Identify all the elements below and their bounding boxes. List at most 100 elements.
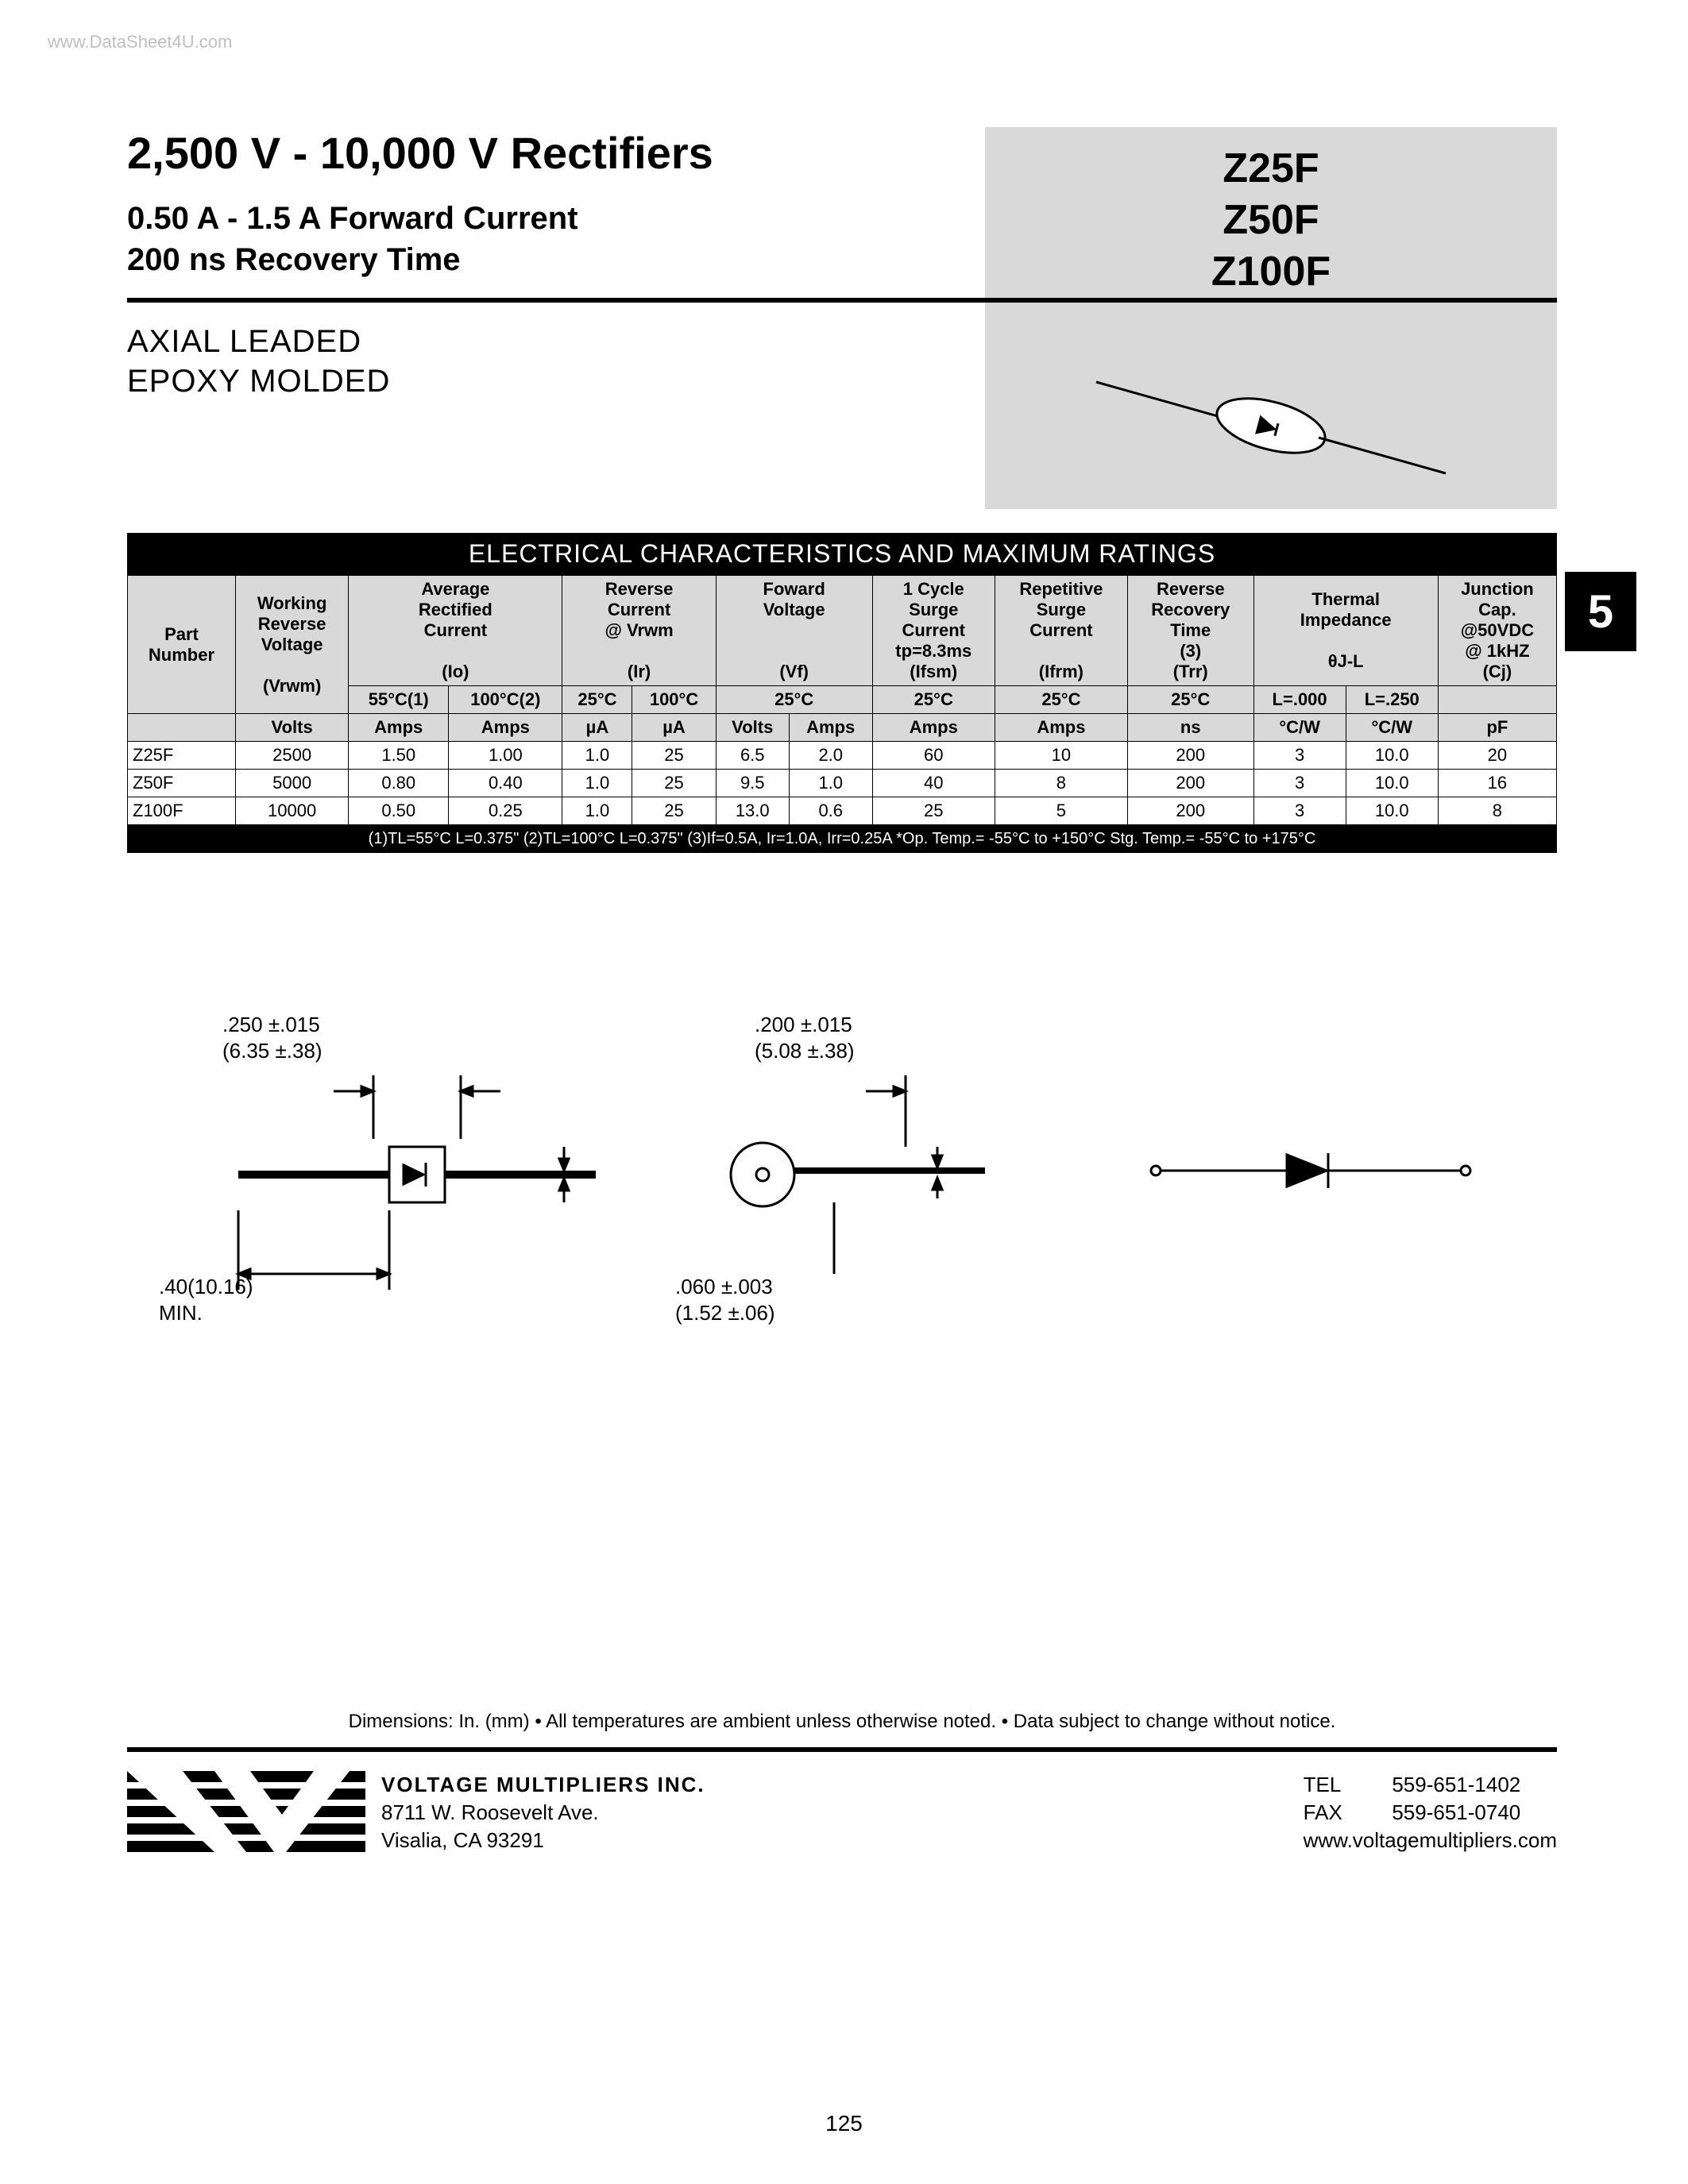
hdr2-ifsm: 25°C	[872, 686, 995, 714]
hdr-cj: Junction Cap. @50VDC @ 1kHZ (Cj)	[1438, 576, 1556, 686]
cell: 0.6	[789, 797, 872, 825]
hdr2-ir1: 25°C	[562, 686, 632, 714]
page-tab: 5	[1565, 572, 1636, 651]
cell: 5000	[235, 770, 348, 797]
cell: 200	[1127, 797, 1253, 825]
cell-part: Z25F	[128, 742, 236, 770]
cell: 2500	[235, 742, 348, 770]
hdr-theta: Thermal Impedance θJ-L	[1253, 576, 1438, 686]
footer-contact: TEL 559-651-1402 FAX 559-651-0740 www.vo…	[1304, 1771, 1557, 1854]
addr-line2: Visalia, CA 93291	[381, 1827, 1304, 1854]
cell: 0.50	[349, 797, 449, 825]
diode-iso-icon	[1080, 334, 1462, 493]
cell: 0.25	[449, 797, 562, 825]
dimension-drawings: .250 ±.015 (6.35 ±.38) .40(10.16) MIN. .…	[127, 1012, 1557, 1488]
cell: 1.50	[349, 742, 449, 770]
cell: 10000	[235, 797, 348, 825]
cell: 3	[1253, 797, 1346, 825]
hdr3-io2: Amps	[449, 714, 562, 742]
footer-address: VOLTAGE MULTIPLIERS INC. 8711 W. Rooseve…	[365, 1771, 1304, 1854]
cell: 25	[872, 797, 995, 825]
dim-4b: (1.52 ±.06)	[675, 1301, 775, 1325]
hdr-ifrm: Repetitive Surge Current (Ifrm)	[995, 576, 1127, 686]
cell: 20	[1438, 742, 1556, 770]
cell: 8	[995, 770, 1127, 797]
hdr3-cj: pF	[1438, 714, 1556, 742]
cell: 0.80	[349, 770, 449, 797]
hdr-part: Part Number	[128, 576, 236, 714]
tel-value: 559-651-1402	[1392, 1773, 1520, 1796]
title-sub-2: 200 ns Recovery Time	[127, 239, 961, 280]
cell: 10	[995, 742, 1127, 770]
dim-3: .200 ±.015 (5.08 ±.38)	[755, 1012, 855, 1063]
hdr-trr: Reverse Recovery Time (3) (Trr)	[1127, 576, 1253, 686]
cell: 16	[1438, 770, 1556, 797]
axial-right	[985, 303, 1557, 509]
hdr2-trr: 25°C	[1127, 686, 1253, 714]
footer: VOLTAGE MULTIPLIERS INC. 8711 W. Rooseve…	[127, 1771, 1557, 1862]
dim-1b: (6.35 ±.38)	[222, 1039, 323, 1063]
watermark-text: www.DataSheet4U.com	[48, 32, 232, 52]
page-number: 125	[0, 2111, 1688, 2136]
hdr3-ir1: µA	[562, 714, 632, 742]
cell: 9.5	[716, 770, 789, 797]
hdr3-vrwm: Volts	[235, 714, 348, 742]
header: 2,500 V - 10,000 V Rectifiers 0.50 A - 1…	[127, 127, 1557, 298]
hdr-vf: Foward Voltage (Vf)	[716, 576, 872, 686]
axial-line1: AXIAL LEADED	[127, 322, 985, 361]
hdr-ifsm: 1 Cycle Surge Current tp=8.3ms (Ifsm)	[872, 576, 995, 686]
part-1: Z50F	[985, 195, 1557, 246]
title-main: 2,500 V - 10,000 V Rectifiers	[127, 127, 961, 179]
hdr2-cj-blank	[1438, 686, 1556, 714]
hdr2-io1: 55°C(1)	[349, 686, 449, 714]
hdr3-blank	[128, 714, 236, 742]
table-row: Z50F 5000 0.80 0.40 1.0 25 9.5 1.0 40 8 …	[128, 770, 1557, 797]
hdr2-ir2: 100°C	[632, 686, 716, 714]
hdr3-ir2: µA	[632, 714, 716, 742]
table-row: Z100F 10000 0.50 0.25 1.0 25 13.0 0.6 25…	[128, 797, 1557, 825]
cell: 1.0	[562, 797, 632, 825]
hdr2-th1: L=.000	[1253, 686, 1346, 714]
header-left: 2,500 V - 10,000 V Rectifiers 0.50 A - 1…	[127, 127, 985, 298]
axial-row: AXIAL LEADED EPOXY MOLDED	[127, 303, 1557, 509]
hdr3-ifrm: Amps	[995, 714, 1127, 742]
table-row: Z25F 2500 1.50 1.00 1.0 25 6.5 2.0 60 10…	[128, 742, 1557, 770]
hdr-vrwm: Working Reverse Voltage (Vrwm)	[235, 576, 348, 714]
cell: 1.0	[562, 770, 632, 797]
cell: 1.0	[562, 742, 632, 770]
cell: 60	[872, 742, 995, 770]
cell: 5	[995, 797, 1127, 825]
hdr-io: Average Rectified Current (Io)	[349, 576, 562, 686]
dim-2b: MIN.	[159, 1301, 203, 1325]
hdr3-vf1: Volts	[716, 714, 789, 742]
web-value: www.voltagemultipliers.com	[1304, 1827, 1557, 1854]
part-2: Z100F	[985, 246, 1557, 298]
cell-part: Z50F	[128, 770, 236, 797]
cell: 10.0	[1346, 742, 1438, 770]
cell: 10.0	[1346, 770, 1438, 797]
page-content: 2,500 V - 10,000 V Rectifiers 0.50 A - 1…	[127, 127, 1557, 1862]
cell: 25	[632, 742, 716, 770]
tel-label: TEL	[1304, 1771, 1375, 1799]
table-title: ELECTRICAL CHARACTERISTICS AND MAXIMUM R…	[127, 533, 1557, 575]
dim-3a: .200 ±.015	[755, 1013, 852, 1036]
dim-1a: .250 ±.015	[222, 1013, 320, 1036]
hdr3-th1: °C/W	[1253, 714, 1346, 742]
vmi-logo-icon	[127, 1771, 365, 1862]
hdr-ir: Reverse Current @ Vrwm (Ir)	[562, 576, 716, 686]
cell: 200	[1127, 742, 1253, 770]
spec-table-wrap: ELECTRICAL CHARACTERISTICS AND MAXIMUM R…	[127, 533, 1557, 853]
addr-line1: 8711 W. Roosevelt Ave.	[381, 1799, 1304, 1827]
package-front-icon	[191, 1067, 635, 1290]
hdr3-trr: ns	[1127, 714, 1253, 742]
cell-part: Z100F	[128, 797, 236, 825]
hdr2-vf1: 25°C	[716, 686, 872, 714]
spec-table: Part Number Working Reverse Voltage (Vrw…	[127, 575, 1557, 825]
hdr2-io2: 100°C(2)	[449, 686, 562, 714]
cell: 10.0	[1346, 797, 1438, 825]
hdr3-vf2: Amps	[789, 714, 872, 742]
dim-3b: (5.08 ±.38)	[755, 1039, 855, 1063]
cell: 13.0	[716, 797, 789, 825]
dim-1: .250 ±.015 (6.35 ±.38)	[222, 1012, 323, 1063]
cell: 0.40	[449, 770, 562, 797]
